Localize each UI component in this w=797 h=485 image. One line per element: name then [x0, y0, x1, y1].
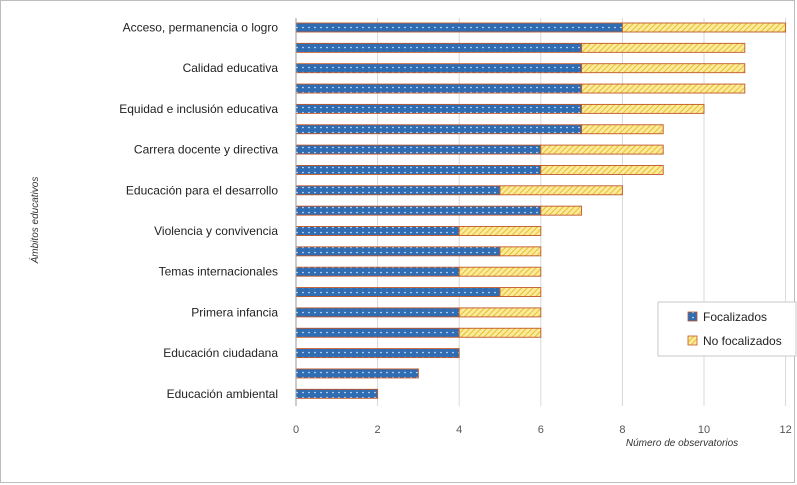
category-label: Primera infancia: [191, 305, 278, 319]
bar-focalizados: [295, 368, 419, 379]
bar-focalizados: [295, 348, 460, 359]
bar-focalizados: [295, 327, 460, 338]
bar-focalizados: [295, 124, 583, 135]
legend-label-no-focalizados: No focalizados: [703, 334, 782, 348]
y-axis-title: Ámbitos educativos: [28, 177, 41, 265]
category-label: Carrera docente y directiva: [134, 143, 278, 157]
bar-no-focalizados: [621, 22, 787, 33]
legend: Focalizados No focalizados: [657, 301, 797, 357]
x-tick-label: 0: [293, 424, 299, 436]
x-tick-label: 2: [375, 424, 381, 436]
legend-swatch-focalizados: [687, 311, 698, 322]
category-labels: Acceso, permanencia o logro Calidad educa…: [119, 21, 278, 401]
bar-no-focalizados: [458, 226, 542, 236]
category-label: Equidad e inclusión educativa: [119, 102, 278, 116]
bar-focalizados: [295, 226, 460, 236]
bar-no-focalizados: [540, 164, 664, 175]
bar-no-focalizados: [581, 42, 746, 53]
category-label: Educación ambiental: [167, 387, 278, 401]
bar-no-focalizados: [581, 63, 746, 74]
bar-focalizados: [295, 388, 379, 399]
category-label: Violencia y convivencia: [154, 224, 278, 238]
bar-focalizados: [295, 103, 583, 114]
bar-no-focalizados: [458, 327, 542, 338]
bar-focalizados: [295, 246, 501, 257]
x-axis-title: Número de observatorios: [626, 438, 738, 449]
bar-focalizados: [295, 266, 460, 277]
bar-focalizados: [295, 42, 583, 53]
bar-focalizados: [295, 144, 542, 155]
x-tick-labels: 0 2 4 6 8 10 12: [293, 424, 792, 436]
bar-focalizados: [295, 185, 501, 196]
x-tick-label: 4: [456, 424, 462, 436]
category-label: Temas internacionales: [159, 265, 278, 279]
bar-focalizados: [295, 164, 542, 175]
bar-no-focalizados: [458, 307, 542, 318]
bar-no-focalizados: [499, 246, 542, 257]
category-label: Educación para el desarrollo: [126, 183, 278, 197]
bar-focalizados: [295, 287, 501, 297]
bar-no-focalizados: [581, 124, 664, 135]
bars-group: [295, 22, 787, 399]
legend-swatch-no-focalizados: [687, 335, 698, 346]
category-label: Acceso, permanencia o logro: [123, 21, 279, 35]
bar-no-focalizados: [581, 83, 746, 94]
x-tick-label: 12: [779, 424, 791, 436]
category-label: Educación ciudadana: [163, 346, 278, 360]
bar-focalizados: [295, 83, 583, 94]
x-tick-label: 10: [698, 424, 710, 436]
bar-no-focalizados: [540, 144, 664, 155]
bar-focalizados: [295, 307, 460, 318]
bar-no-focalizados: [499, 185, 623, 196]
bar-focalizados: [295, 22, 623, 33]
legend-label-focalizados: Focalizados: [703, 310, 767, 324]
bar-focalizados: [295, 63, 583, 74]
x-tick-label: 8: [619, 424, 625, 436]
bar-no-focalizados: [458, 266, 542, 277]
bar-focalizados: [295, 205, 542, 216]
x-tick-label: 6: [538, 424, 544, 436]
bar-no-focalizados: [499, 287, 542, 297]
legend-box: [657, 301, 797, 357]
bar-no-focalizados: [581, 103, 705, 114]
category-label: Calidad educativa: [183, 61, 279, 75]
bar-no-focalizados: [540, 205, 583, 216]
